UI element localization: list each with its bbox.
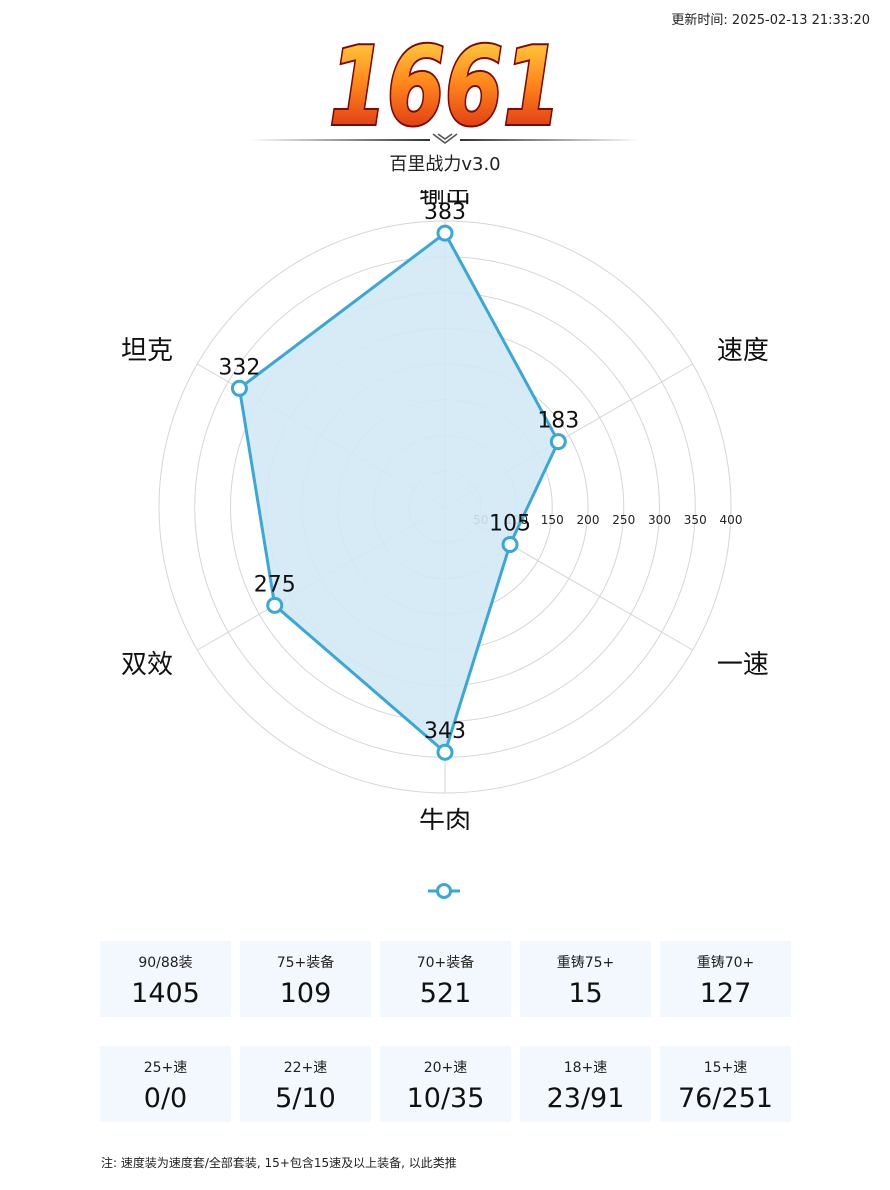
radial-tick-label: 250 xyxy=(612,513,635,527)
radial-tick-label: 150 xyxy=(541,513,564,527)
category-label: 一速 xyxy=(717,650,769,680)
radar-chart: 5010015020025030035040018310534327533238… xyxy=(121,190,769,830)
stat-value: 76/251 xyxy=(678,1083,773,1114)
data-point xyxy=(436,743,454,761)
stat-card-speed-20: 20+速 10/35 xyxy=(380,1046,511,1122)
radial-tick-label: 400 xyxy=(720,513,743,527)
stat-card-70-plus: 70+装备 521 xyxy=(380,941,511,1017)
stat-value: 10/35 xyxy=(406,1083,485,1114)
stat-card-reforge-75: 重铸75+ 15 xyxy=(520,941,651,1017)
stat-label: 90/88装 xyxy=(138,955,193,971)
data-label: 183 xyxy=(537,409,579,434)
data-label: 383 xyxy=(424,200,466,225)
score-value: 1661 xyxy=(329,25,561,150)
stat-card-speed-15: 15+速 76/251 xyxy=(660,1046,791,1122)
radial-tick-label: 200 xyxy=(577,513,600,527)
stat-card-reforge-70: 重铸70+ 127 xyxy=(660,941,791,1017)
stat-label: 22+速 xyxy=(283,1060,328,1076)
stat-value: 15 xyxy=(568,978,603,1009)
stat-card-speed-18: 18+速 23/91 xyxy=(520,1046,651,1122)
data-point xyxy=(436,224,454,242)
divider-left xyxy=(250,139,430,141)
stat-value: 0/0 xyxy=(143,1083,188,1114)
radial-tick-label: 350 xyxy=(684,513,707,527)
data-point xyxy=(549,433,567,451)
divider-right xyxy=(460,139,640,141)
stat-label: 重铸70+ xyxy=(696,955,755,971)
stat-value: 127 xyxy=(699,978,752,1009)
stat-value: 109 xyxy=(279,978,332,1009)
update-time: 更新时间: 2025-02-13 21:33:20 xyxy=(671,13,870,28)
category-label: 双效 xyxy=(121,650,173,680)
stat-value: 23/91 xyxy=(546,1083,625,1114)
stat-card-90-88: 90/88装 1405 xyxy=(100,941,231,1017)
data-label: 275 xyxy=(254,572,296,597)
data-label: 343 xyxy=(424,719,466,744)
radial-tick-label: 300 xyxy=(648,513,671,527)
data-point xyxy=(230,379,248,397)
stat-card-75-plus: 75+装备 109 xyxy=(240,941,371,1017)
stat-label: 25+速 xyxy=(143,1060,188,1076)
score-banner: 1661 xyxy=(250,23,640,150)
stat-label: 70+装备 xyxy=(416,955,475,971)
stat-label: 重铸75+ xyxy=(556,955,615,971)
stat-label: 18+速 xyxy=(563,1060,608,1076)
data-label: 105 xyxy=(489,512,531,537)
footnote: 注: 速度装为速度套/全部套装, 15+包含15速及以上装备, 以此类推 xyxy=(101,1156,457,1170)
category-label: 坦克 xyxy=(121,336,173,366)
stat-label: 75+装备 xyxy=(276,955,335,971)
stat-card-speed-22: 22+速 5/10 xyxy=(240,1046,371,1122)
stat-value: 521 xyxy=(419,978,472,1009)
stat-label: 15+速 xyxy=(703,1060,748,1076)
data-label: 332 xyxy=(218,355,260,380)
stat-value: 1405 xyxy=(131,978,200,1009)
category-label: 输出 xyxy=(419,190,471,209)
stat-label: 20+速 xyxy=(423,1060,468,1076)
category-label: 牛肉 xyxy=(419,807,471,830)
category-label: 速度 xyxy=(717,336,769,366)
series-polygon xyxy=(237,231,560,754)
data-point xyxy=(266,596,284,614)
divider-ornament-icon xyxy=(432,133,458,144)
stat-card-speed-25: 25+速 0/0 xyxy=(100,1046,231,1122)
legend-marker-icon xyxy=(428,883,460,899)
chart-subtitle: 百里战力v3.0 xyxy=(389,154,501,175)
data-point xyxy=(501,536,519,554)
stat-value: 5/10 xyxy=(275,1083,336,1114)
